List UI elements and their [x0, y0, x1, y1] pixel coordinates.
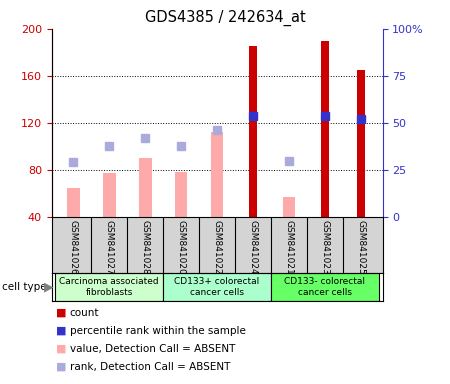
- Bar: [283, 197, 295, 217]
- FancyBboxPatch shape: [55, 273, 163, 301]
- Text: GSM841028: GSM841028: [141, 220, 150, 275]
- Bar: [357, 70, 365, 217]
- Text: CD133- colorectal
cancer cells: CD133- colorectal cancer cells: [284, 277, 365, 297]
- Bar: [103, 174, 116, 217]
- Text: GSM841027: GSM841027: [105, 220, 114, 275]
- Text: GSM841023: GSM841023: [320, 220, 329, 275]
- Text: GSM841022: GSM841022: [212, 220, 221, 275]
- Text: GSM841021: GSM841021: [284, 220, 293, 275]
- Text: rank, Detection Call = ABSENT: rank, Detection Call = ABSENT: [70, 362, 230, 372]
- Text: CD133+ colorectal
cancer cells: CD133+ colorectal cancer cells: [175, 277, 260, 297]
- Text: ■: ■: [56, 326, 67, 336]
- Bar: [249, 46, 257, 217]
- FancyBboxPatch shape: [271, 273, 379, 301]
- Text: ■: ■: [56, 362, 67, 372]
- Text: value, Detection Call = ABSENT: value, Detection Call = ABSENT: [70, 344, 235, 354]
- Bar: [175, 172, 188, 217]
- Text: ▶: ▶: [44, 281, 54, 293]
- Text: cell type: cell type: [2, 282, 47, 292]
- Text: Carcinoma associated
fibroblasts: Carcinoma associated fibroblasts: [59, 277, 159, 297]
- Text: count: count: [70, 308, 99, 318]
- Text: GSM841025: GSM841025: [356, 220, 365, 275]
- Text: ■: ■: [56, 344, 67, 354]
- Bar: [321, 41, 329, 217]
- Text: ■: ■: [56, 308, 67, 318]
- Bar: [67, 187, 80, 217]
- Text: GSM841020: GSM841020: [177, 220, 186, 275]
- Bar: [139, 158, 152, 217]
- Text: GSM841024: GSM841024: [248, 220, 257, 275]
- Bar: [211, 132, 223, 217]
- Text: GDS4385 / 242634_at: GDS4385 / 242634_at: [144, 10, 306, 26]
- FancyBboxPatch shape: [163, 273, 271, 301]
- Text: percentile rank within the sample: percentile rank within the sample: [70, 326, 246, 336]
- Text: GSM841026: GSM841026: [69, 220, 78, 275]
